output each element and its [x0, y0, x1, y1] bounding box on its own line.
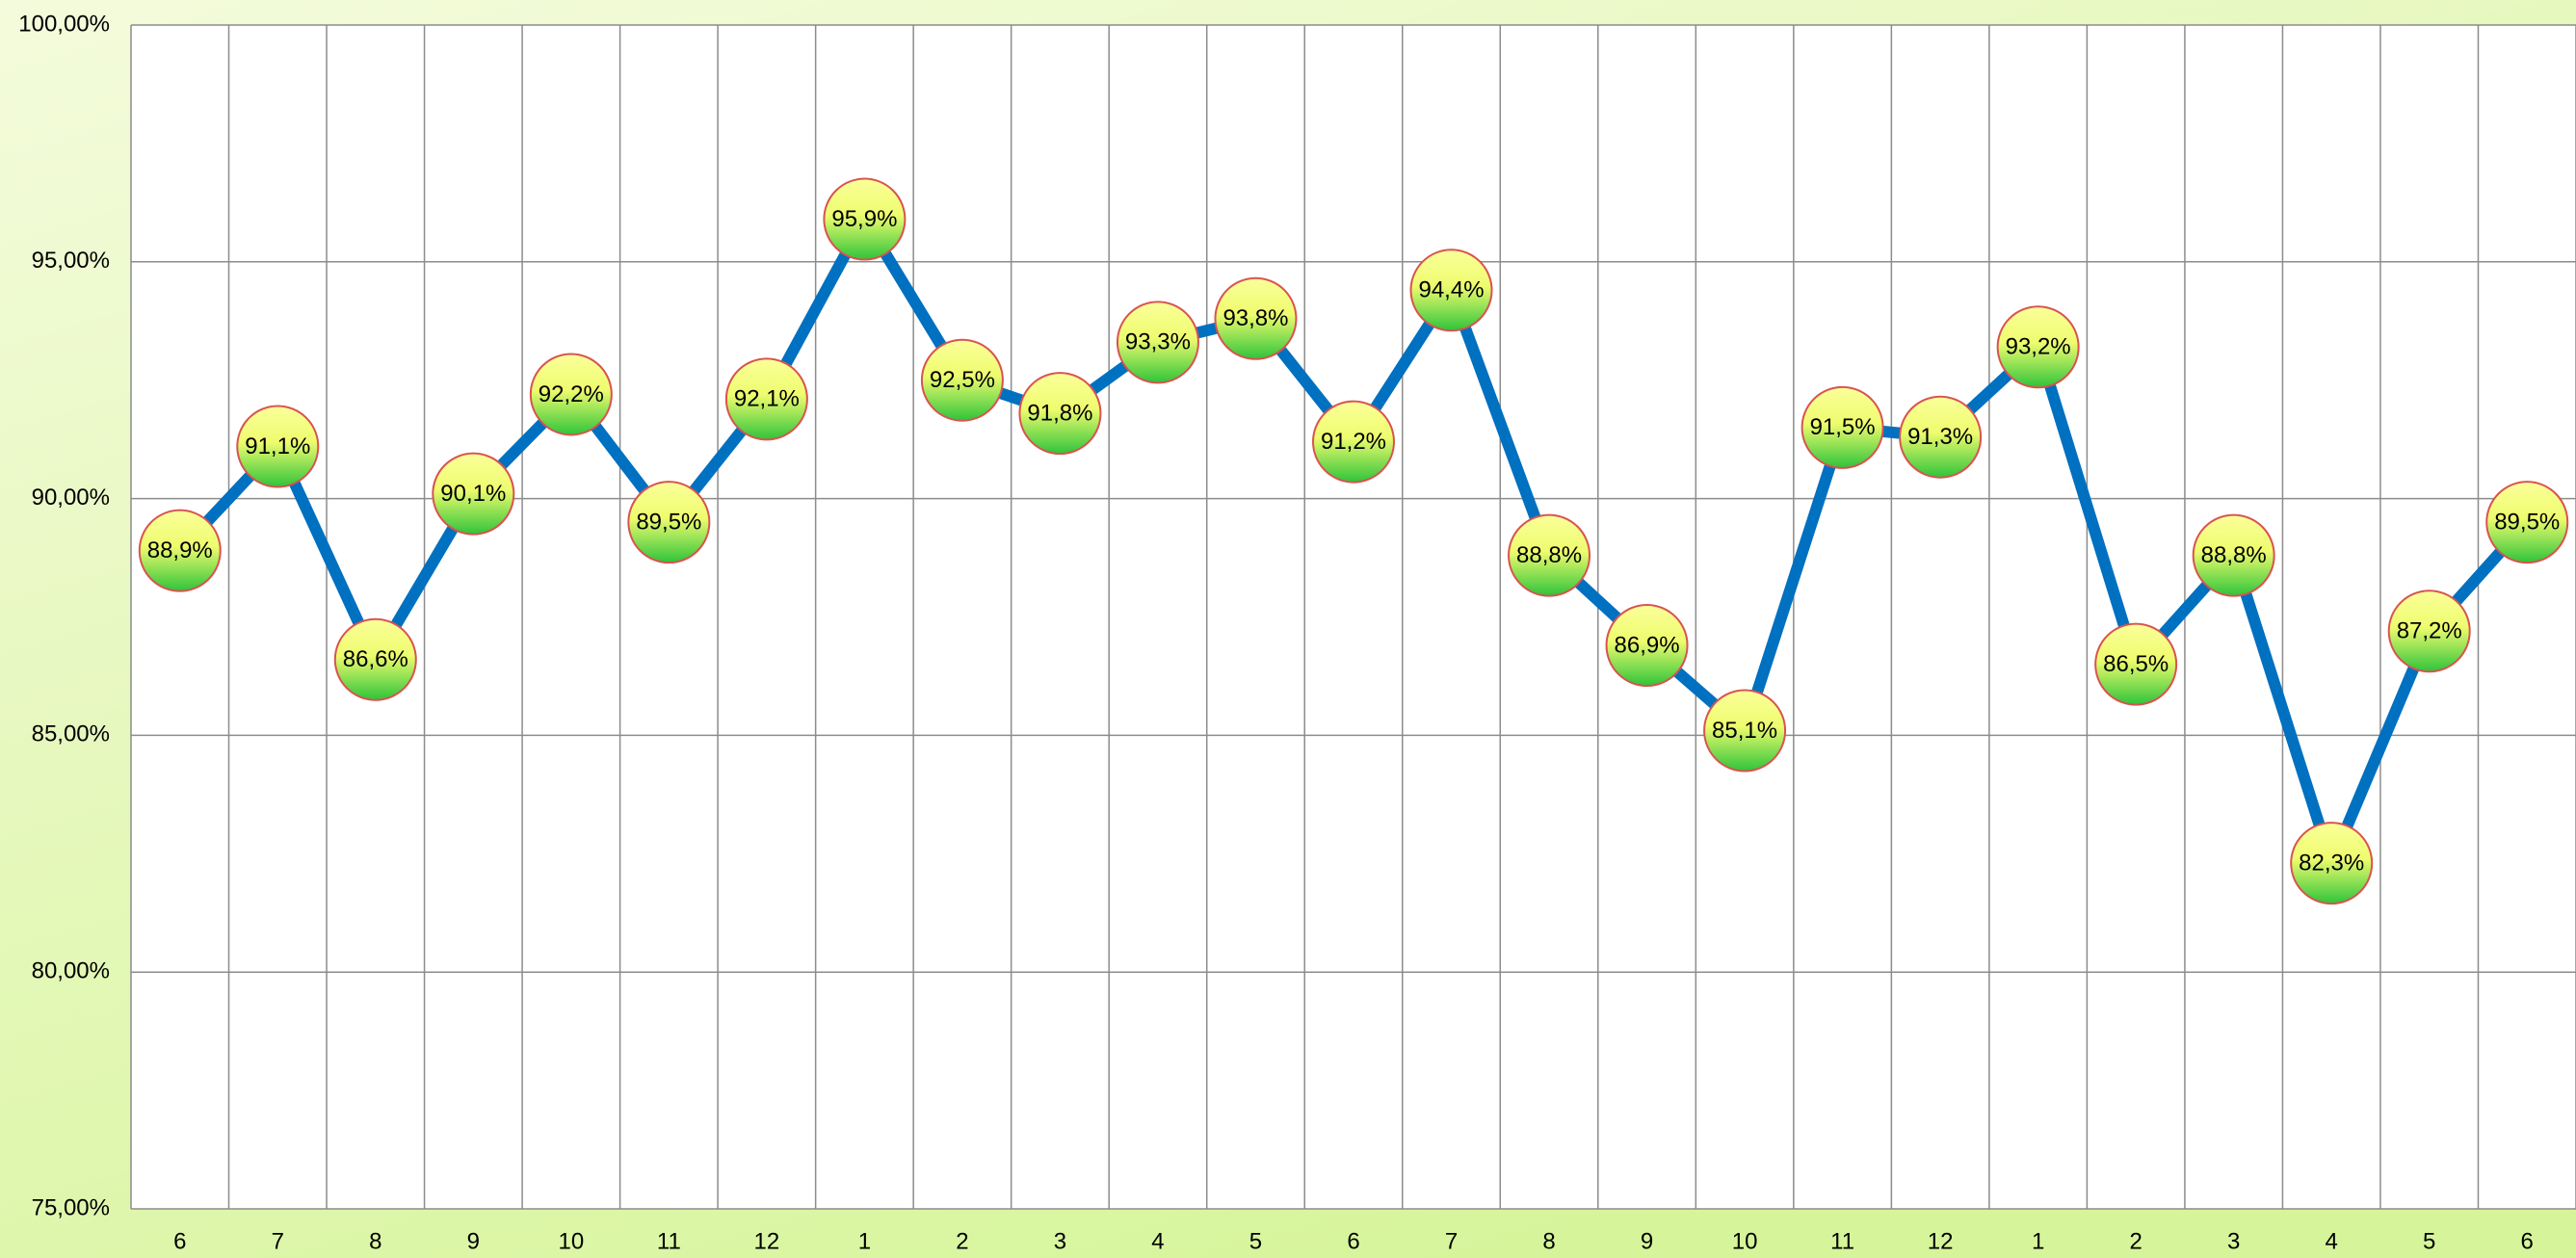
x-tick-label: 6: [173, 1228, 186, 1254]
data-point: [1703, 689, 1787, 773]
x-tick-label: 7: [272, 1228, 284, 1254]
data-point: [529, 353, 613, 436]
data-point: [1409, 249, 1493, 332]
data-label: 91,3%: [1907, 424, 1973, 450]
data-point: [432, 452, 515, 536]
data-label: 92,2%: [539, 381, 604, 407]
data-label: 91,8%: [1027, 400, 1092, 426]
data-point: [2094, 622, 2178, 706]
data-label: 92,1%: [734, 386, 800, 412]
data-point: [2387, 590, 2471, 673]
x-tick-label: 3: [2227, 1228, 2240, 1254]
data-point: [627, 481, 711, 564]
data-label: 86,6%: [343, 646, 408, 672]
data-point: [333, 617, 417, 701]
data-label: 91,5%: [1810, 414, 1876, 440]
x-tick-label: 4: [2326, 1228, 2338, 1254]
x-tick-label: 9: [467, 1228, 480, 1254]
x-tick-label: 5: [2423, 1228, 2435, 1254]
data-point: [920, 338, 1004, 422]
data-label: 95,9%: [831, 206, 897, 232]
y-tick-label: 95,00%: [32, 248, 110, 274]
data-label: 90,1%: [440, 481, 506, 507]
y-tick-label: 100,00%: [18, 11, 110, 37]
data-point: [1605, 603, 1689, 687]
data-point: [1899, 395, 1983, 479]
data-label: 93,8%: [1222, 305, 1288, 331]
data-point: [1801, 385, 1884, 469]
data-label: 89,5%: [2494, 510, 2560, 536]
data-label: 88,8%: [1516, 542, 1582, 568]
data-point: [1508, 513, 1591, 597]
y-tick-label: 80,00%: [32, 958, 110, 984]
data-point: [2290, 822, 2374, 905]
data-point: [1116, 301, 1199, 384]
x-tick-label: 1: [2032, 1228, 2044, 1254]
data-point: [724, 357, 808, 441]
data-point: [1996, 305, 2080, 389]
data-label: 91,2%: [1321, 429, 1386, 455]
x-tick-label: 10: [1732, 1228, 1758, 1254]
x-tick-label: 8: [369, 1228, 381, 1254]
data-label: 88,8%: [2201, 542, 2267, 568]
data-point: [1312, 400, 1395, 484]
x-tick-label: 12: [1928, 1228, 1954, 1254]
data-point: [236, 405, 320, 488]
data-label: 93,3%: [1125, 329, 1191, 355]
x-tick-label: 6: [1347, 1228, 1359, 1254]
data-point: [2485, 481, 2569, 564]
plot-area: [131, 25, 2576, 1209]
x-tick-label: 6: [2521, 1228, 2534, 1254]
y-tick-label: 85,00%: [32, 721, 110, 747]
x-tick-label: 8: [1542, 1228, 1555, 1254]
y-tick-label: 90,00%: [32, 485, 110, 511]
data-label: 87,2%: [2397, 618, 2462, 644]
data-label: 88,9%: [147, 537, 213, 563]
x-tick-label: 2: [2129, 1228, 2142, 1254]
x-tick-label: 3: [1054, 1228, 1066, 1254]
x-tick-label: 1: [858, 1228, 871, 1254]
data-label: 85,1%: [1712, 718, 1777, 744]
data-point: [1018, 372, 1102, 456]
x-tick-label: 10: [558, 1228, 584, 1254]
data-label: 82,3%: [2299, 850, 2364, 876]
x-tick-label: 2: [956, 1228, 968, 1254]
x-tick-label: 11: [1830, 1228, 1854, 1254]
data-label: 86,5%: [2103, 651, 2169, 677]
data-point: [138, 509, 222, 592]
x-tick-label: 11: [657, 1228, 681, 1254]
data-label: 94,4%: [1418, 277, 1484, 303]
data-label: 89,5%: [636, 510, 701, 536]
y-tick-label: 75,00%: [32, 1194, 110, 1220]
x-tick-label: 9: [1641, 1228, 1653, 1254]
data-point: [2192, 513, 2275, 597]
data-point: [823, 177, 907, 261]
data-label: 91,1%: [245, 433, 310, 459]
data-point: [1214, 276, 1298, 360]
x-tick-label: 4: [1151, 1228, 1164, 1254]
x-tick-label: 12: [754, 1228, 780, 1254]
data-label: 92,5%: [930, 367, 995, 393]
x-tick-label: 7: [1445, 1228, 1458, 1254]
x-tick-label: 5: [1249, 1228, 1262, 1254]
data-label: 86,9%: [1615, 632, 1680, 658]
data-label: 93,2%: [2006, 334, 2071, 360]
